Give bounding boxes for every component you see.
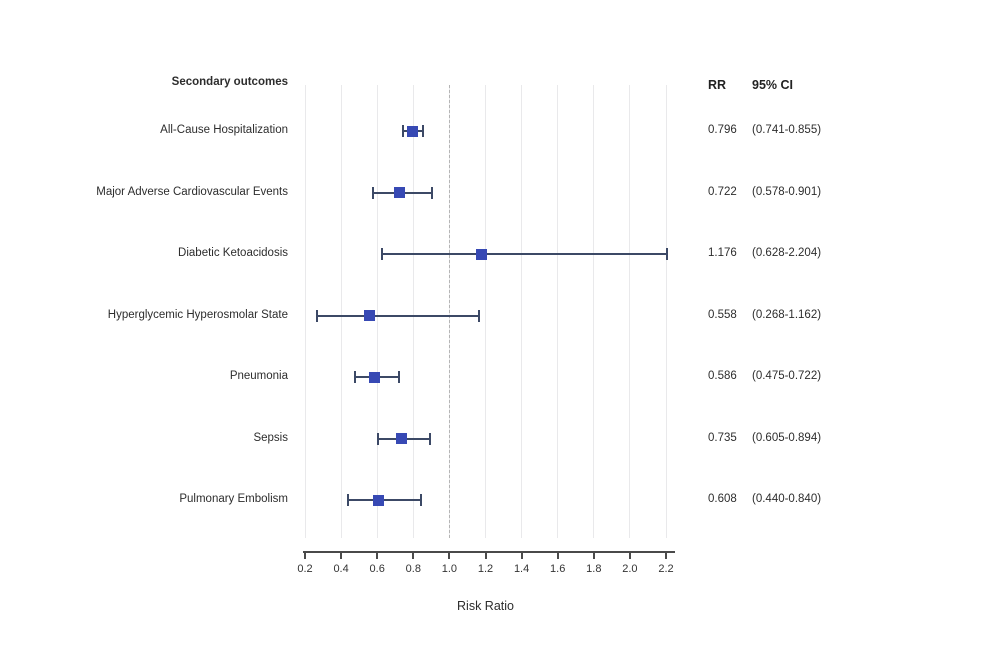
stats-text: 0.586 (0.475-0.722) — [708, 370, 821, 382]
ci-value: (0.268-1.162) — [752, 308, 822, 321]
outcome-label: Pneumonia — [229, 370, 288, 382]
stats-text: 0.608 (0.440-0.840) — [708, 493, 821, 505]
ci-cap-low — [347, 494, 350, 506]
gridline — [521, 85, 523, 538]
axis-tick-label: 0.6 — [369, 563, 385, 575]
x-axis-title: Risk Ratio — [457, 599, 514, 613]
ci-cap-high — [430, 186, 433, 199]
gridline — [412, 85, 414, 538]
ci-cap-high — [422, 125, 425, 137]
axis-tick-label: 1.6 — [550, 563, 566, 575]
ci-cap-low — [377, 432, 380, 445]
ci-value: (0.440-0.840) — [752, 493, 822, 505]
ci-cap-high — [419, 494, 422, 506]
rr-value: 0.722 — [708, 185, 737, 198]
gridline — [304, 85, 306, 538]
axis-tick — [520, 551, 523, 559]
rr-value: 0.558 — [708, 308, 737, 321]
rr-column-header: RR — [708, 78, 727, 92]
ci-value: (0.578-0.901) — [752, 185, 822, 198]
outcome-label: Major Adverse Cardiovascular Events — [96, 185, 288, 198]
axis-tick — [412, 551, 415, 559]
x-axis-line — [303, 551, 675, 553]
stats-text: 1.176 (0.628-2.204) — [708, 247, 821, 259]
ci-cap-high — [665, 248, 668, 260]
axis-tick-label: 1.4 — [513, 563, 530, 575]
outcome-label: Hyperglycemic Hyperosmolar State — [107, 308, 288, 321]
axis-tick — [628, 551, 631, 559]
ci-cap-high — [398, 371, 401, 383]
gridline — [593, 85, 595, 538]
axis-tick-label: 1.2 — [477, 563, 494, 575]
ci-value: (0.628-2.204) — [752, 247, 822, 259]
stats-column-header: RR 95% CI — [708, 76, 793, 94]
axis-tick-label: 0.4 — [333, 563, 349, 575]
axis-tick — [448, 551, 451, 559]
outcome-label: All-Cause Hospitalization — [160, 124, 288, 136]
gridline — [665, 85, 667, 538]
ci-cap-low — [381, 248, 384, 260]
gridline — [376, 85, 378, 538]
axis-tick — [340, 551, 343, 559]
point-estimate-marker — [369, 371, 381, 383]
gridline — [557, 85, 559, 538]
axis-tick-label: 1.0 — [441, 563, 458, 575]
ci-cap-low — [372, 186, 375, 199]
rr-value: 0.735 — [708, 431, 737, 444]
outcomes-column-header: Secondary outcomes — [171, 76, 288, 88]
axis-tick — [592, 551, 595, 559]
rr-value: 0.586 — [708, 370, 737, 382]
axis-tick-label: 0.2 — [297, 563, 313, 575]
ci-bar — [348, 499, 421, 501]
axis-tick — [556, 551, 559, 559]
rr-value: 1.176 — [708, 247, 737, 259]
ci-value: (0.475-0.722) — [752, 370, 822, 382]
reference-line — [448, 85, 450, 538]
rr-value: 0.796 — [708, 124, 737, 136]
ci-value: (0.605-0.894) — [752, 431, 822, 444]
axis-tick — [376, 551, 379, 559]
axis-tick-label: 2.2 — [658, 563, 674, 575]
point-estimate-marker — [373, 494, 385, 506]
rr-value: 0.608 — [708, 493, 737, 505]
point-estimate-marker — [396, 433, 408, 444]
ci-cap-low — [401, 125, 404, 137]
outcome-label: Pulmonary Embolism — [179, 493, 288, 505]
stats-text: 0.735 (0.605-0.894) — [708, 432, 821, 444]
stats-text: 0.558 (0.268-1.162) — [708, 309, 821, 321]
stats-text: 0.722 (0.578-0.901) — [708, 186, 821, 198]
outcome-label: Diabetic Ketoacidosis — [178, 247, 288, 259]
ci-cap-high — [477, 309, 480, 322]
ci-column-header: 95% CI — [752, 78, 793, 92]
axis-tick — [304, 551, 306, 559]
axis-tick-label: 2.0 — [622, 563, 638, 575]
ci-bar — [317, 314, 479, 317]
ci-cap-high — [429, 432, 432, 445]
point-estimate-marker — [393, 187, 405, 198]
axis-tick — [484, 551, 487, 559]
ci-value: (0.741-0.855) — [752, 124, 822, 136]
ci-bar — [382, 253, 667, 255]
ci-cap-low — [316, 309, 319, 322]
point-estimate-marker — [407, 125, 419, 137]
gridline — [340, 85, 342, 538]
point-estimate-marker — [364, 310, 376, 321]
axis-tick-label: 0.8 — [405, 563, 421, 575]
axis-tick-label: 1.8 — [586, 563, 602, 575]
outcome-label: Sepsis — [253, 431, 288, 444]
axis-tick — [665, 551, 667, 559]
gridline — [485, 85, 486, 538]
gridline — [629, 85, 631, 538]
point-estimate-marker — [475, 248, 487, 260]
ci-cap-low — [353, 371, 356, 383]
stats-text: 0.796 (0.741-0.855) — [708, 124, 821, 136]
